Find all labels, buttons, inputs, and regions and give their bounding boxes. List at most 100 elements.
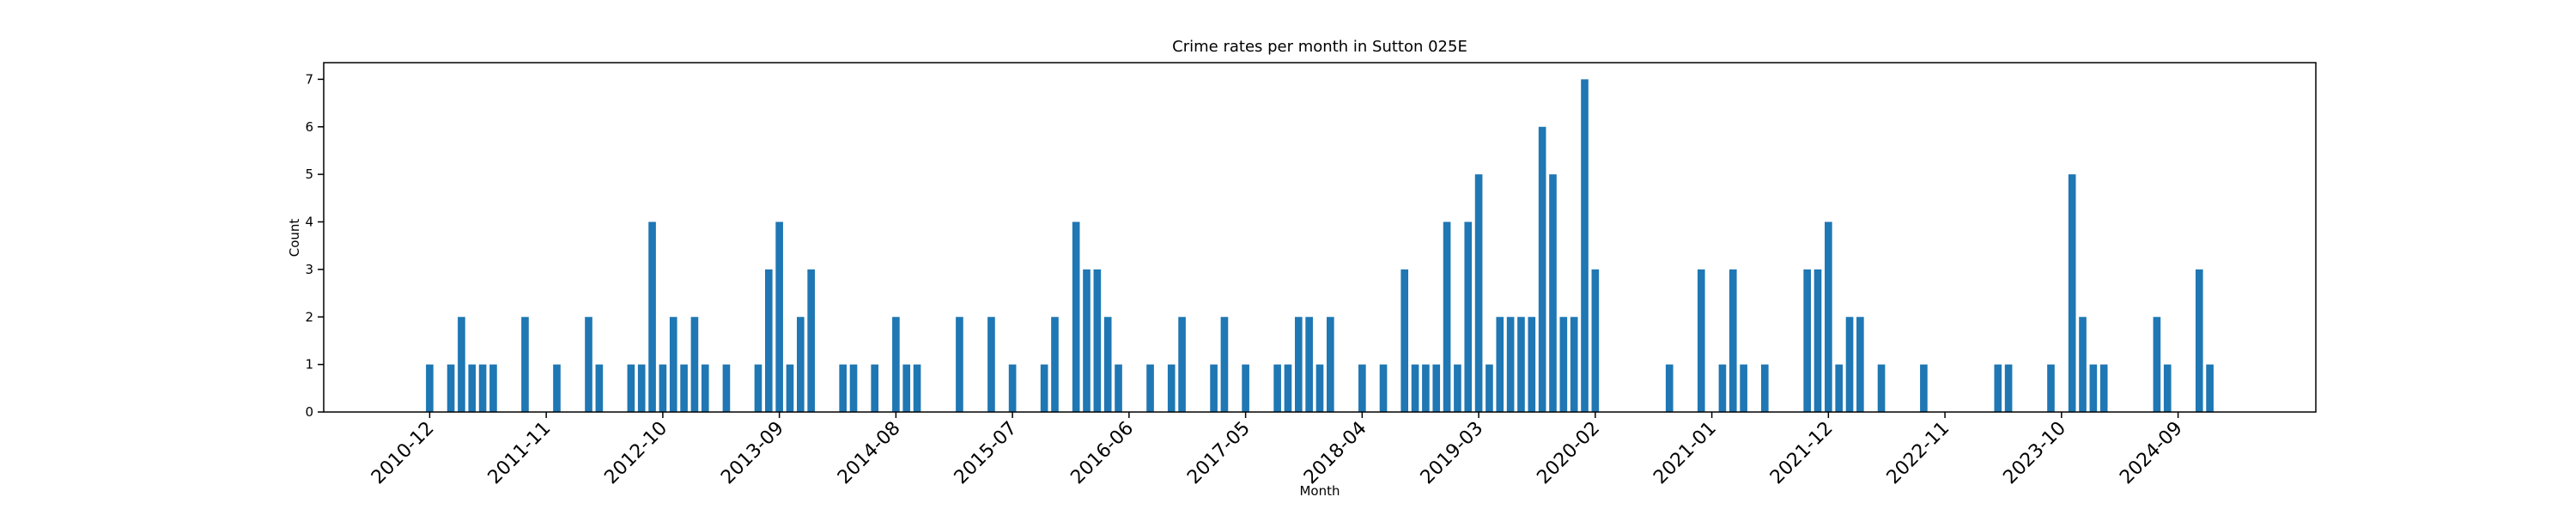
bar: [521, 317, 529, 412]
bar: [1242, 364, 1249, 412]
bar: [786, 364, 794, 412]
bar: [1167, 364, 1176, 412]
x-tick-label: 2015-07: [951, 418, 1022, 489]
y-tick-label: 6: [305, 119, 313, 135]
y-tick-label: 7: [305, 71, 313, 87]
bar: [468, 364, 477, 412]
x-axis-label: Month: [1299, 483, 1340, 499]
bar: [1506, 317, 1515, 412]
bar: [1083, 269, 1091, 412]
bar: [1454, 364, 1461, 412]
bar: [553, 364, 561, 412]
bar: [1358, 364, 1366, 412]
bar: [2068, 174, 2076, 412]
bar: [2047, 364, 2055, 412]
bar: [1814, 269, 1822, 412]
bar: [680, 364, 688, 412]
bar: [2163, 364, 2172, 412]
x-tick-label: 2018-04: [1300, 418, 1371, 489]
bar: [669, 317, 677, 412]
bar: [1718, 364, 1727, 412]
x-tick-label: 2012-10: [600, 418, 671, 489]
bar: [2099, 364, 2108, 412]
bar: [1559, 317, 1568, 412]
bar: [1443, 221, 1451, 412]
bar: [1051, 317, 1059, 412]
bar: [1528, 317, 1536, 412]
bar: [2206, 364, 2214, 412]
bar: [585, 317, 592, 412]
bar: [1220, 317, 1229, 412]
bar: [722, 364, 731, 412]
x-tick-label: 2023-10: [1999, 418, 2070, 489]
bar: [1295, 317, 1303, 412]
bar: [1803, 269, 1811, 412]
x-tick-label: 2014-08: [834, 418, 905, 489]
x-tick-label: 2022-11: [1883, 418, 1954, 489]
bar: [764, 269, 773, 412]
bar: [892, 317, 900, 412]
bar: [2089, 364, 2098, 412]
bar: [1549, 174, 1557, 412]
x-tick-label: 2011-11: [484, 418, 556, 489]
chart-title: Crime rates per month in Sutton 025E: [1172, 38, 1467, 56]
bar: [1327, 317, 1334, 412]
bar: [1474, 174, 1483, 412]
bar: [1284, 364, 1292, 412]
bar: [1845, 317, 1854, 412]
bar: [1422, 364, 1430, 412]
bar: [1835, 364, 1843, 412]
y-tick-label: 2: [305, 309, 313, 324]
bar: [807, 269, 815, 412]
bar: [1210, 364, 1218, 412]
bar: [627, 364, 635, 412]
bar: [1538, 126, 1546, 412]
bar: [1146, 364, 1154, 412]
bar: [2079, 317, 2087, 412]
bar: [1411, 364, 1419, 412]
bar: [1517, 317, 1525, 412]
bar: [754, 364, 762, 412]
bar: [871, 364, 879, 412]
x-tick-label: 2016-06: [1066, 418, 1138, 489]
x-tick-label: 2021-12: [1766, 418, 1838, 489]
bar: [902, 364, 911, 412]
bar: [987, 317, 995, 412]
bar: [1093, 269, 1102, 412]
y-tick-label: 3: [305, 262, 313, 277]
bar: [1591, 269, 1600, 412]
y-tick-label: 0: [305, 404, 313, 420]
bar: [690, 317, 699, 412]
x-tick-label: 2021-01: [1649, 418, 1721, 489]
bar: [1305, 317, 1313, 412]
x-tick-label: 2017-05: [1183, 418, 1255, 489]
bar: [1877, 364, 1886, 412]
bar: [1115, 364, 1122, 412]
bar: [1825, 221, 1832, 412]
bar: [1072, 221, 1080, 412]
bar: [775, 221, 783, 412]
bar: [1697, 269, 1705, 412]
y-tick-label: 1: [305, 357, 313, 373]
bar: [1103, 317, 1112, 412]
bar: [701, 364, 709, 412]
bar: [1273, 364, 1281, 412]
x-tick-label: 2020-02: [1533, 418, 1604, 489]
bar: [1432, 364, 1441, 412]
bar: [839, 364, 847, 412]
bar: [1920, 364, 1928, 412]
bar: [1315, 364, 1324, 412]
bar: [1570, 317, 1578, 412]
bar: [659, 364, 667, 412]
bar: [1485, 364, 1493, 412]
bar: [1728, 269, 1737, 412]
bar: [849, 364, 858, 412]
bar: [797, 317, 805, 412]
bar: [478, 364, 487, 412]
y-axis-label: Count: [287, 219, 302, 258]
bar: [1379, 364, 1388, 412]
bar: [1740, 364, 1747, 412]
bar: [956, 317, 963, 412]
bar: [1496, 317, 1504, 412]
